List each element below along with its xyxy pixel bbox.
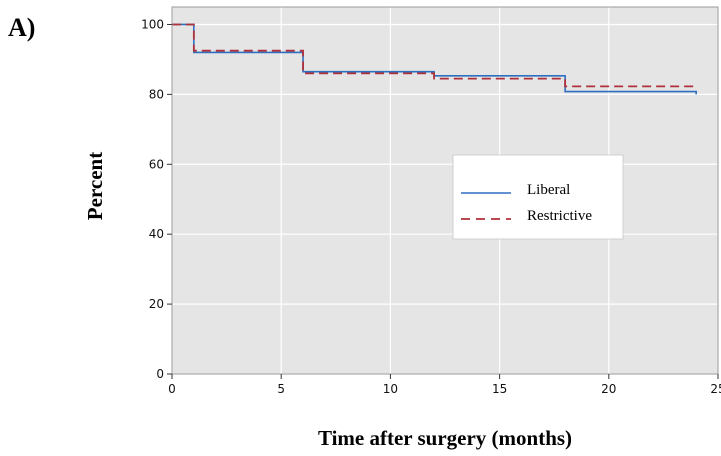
y-tick-label: 20 (149, 297, 164, 311)
series-layer (172, 23, 697, 95)
y-tick-label: 40 (149, 227, 164, 241)
series-line-liberal (172, 23, 697, 95)
x-tick-label: 5 (277, 382, 285, 396)
x-tick-label: 20 (601, 382, 616, 396)
y-tick-label: 60 (149, 157, 164, 171)
x-tick-label: 10 (383, 382, 398, 396)
x-axis-label: Time after surgery (months) (318, 426, 572, 450)
legend-label-restrictive: Restrictive (527, 208, 592, 224)
panel-label: A) (8, 13, 35, 42)
x-tick-label: 25 (710, 382, 721, 396)
y-tick-label: 80 (149, 87, 164, 101)
x-tick-label: 15 (492, 382, 507, 396)
legend: Liberal Restrictive (452, 154, 624, 240)
series-line-restrictive (172, 23, 697, 88)
y-tick-label: 0 (156, 367, 164, 381)
x-tick-label: 0 (168, 382, 176, 396)
axes: 0 5 10 15 20 25 0 20 40 60 80 100 (141, 17, 721, 396)
y-axis-label: Percent (83, 152, 107, 220)
plot-area (172, 7, 718, 374)
y-tick-label: 100 (141, 17, 164, 31)
legend-box (452, 154, 624, 240)
plot-frame (171, 6, 719, 375)
legend-label-liberal: Liberal (527, 182, 570, 198)
